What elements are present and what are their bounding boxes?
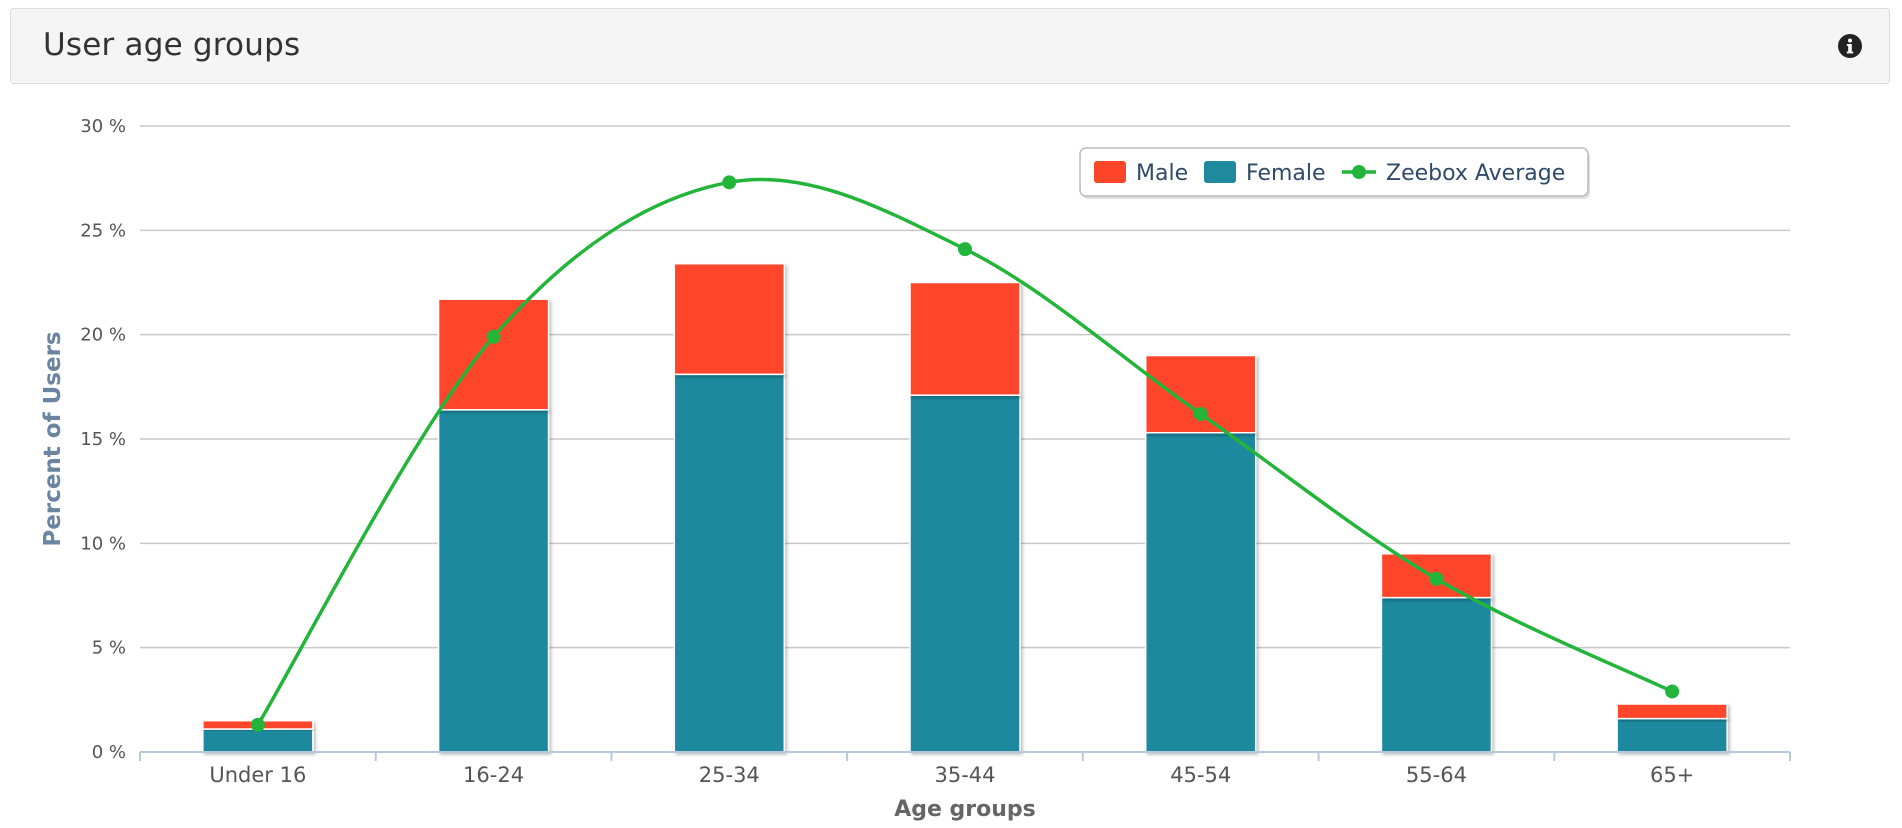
bar-male bbox=[437, 298, 550, 411]
info-icon[interactable] bbox=[1837, 33, 1863, 59]
panel-header: User age groups bbox=[10, 8, 1890, 84]
x-tick-label: 45-54 bbox=[1170, 763, 1231, 787]
legend-marker-female bbox=[1204, 161, 1236, 183]
legend-label: Female bbox=[1246, 161, 1326, 186]
average-point bbox=[958, 242, 972, 257]
legend-label: Zeebox Average bbox=[1386, 161, 1565, 186]
bar-male bbox=[909, 281, 1021, 396]
y-tick-label: 30 % bbox=[80, 116, 126, 137]
bar-male bbox=[1616, 703, 1728, 720]
bar-female bbox=[909, 394, 1021, 753]
bar-female bbox=[1144, 431, 1257, 753]
x-axis-title: Age groups bbox=[894, 797, 1036, 822]
legend-label: Male bbox=[1136, 161, 1188, 186]
legend-marker-male bbox=[1094, 161, 1126, 183]
x-tick-label: 16-24 bbox=[463, 763, 524, 787]
chart-container: 0 % 5 % 10 % 15 % 20 % 25 % 30 % Under 16 16-24 2… bbox=[0, 90, 1902, 824]
age-groups-chart: 0 % 5 % 10 % 15 % 20 % 25 % 30 % Under 16 16-24 2… bbox=[40, 116, 1791, 822]
bar-female bbox=[673, 373, 786, 753]
bar-female bbox=[202, 728, 314, 753]
y-tick-label: 0 % bbox=[92, 742, 126, 763]
legend-marker-average-dot bbox=[1352, 165, 1366, 179]
bar-female bbox=[437, 409, 550, 753]
average-point bbox=[1429, 571, 1444, 586]
x-tick-label: Under 16 bbox=[209, 763, 306, 787]
bar-female bbox=[1380, 596, 1493, 753]
y-tick-label: 15 % bbox=[80, 429, 126, 450]
average-point bbox=[1193, 406, 1208, 421]
x-tick-label: 25-34 bbox=[699, 763, 760, 787]
bar-male bbox=[1144, 354, 1257, 434]
average-line bbox=[250, 175, 1680, 732]
bar-male bbox=[673, 262, 786, 376]
average-point bbox=[486, 329, 501, 344]
legend[interactable]: Male Female Zeebox Average bbox=[1079, 147, 1590, 199]
average-point bbox=[1665, 684, 1680, 699]
average-point bbox=[722, 175, 737, 190]
y-tick-label: 5 % bbox=[92, 638, 126, 659]
panel-title: User age groups bbox=[43, 27, 301, 63]
y-axis-title: Percent of Users bbox=[40, 331, 66, 546]
x-tick-label: 55-64 bbox=[1406, 763, 1467, 787]
y-tick-label: 10 % bbox=[80, 533, 126, 554]
bars bbox=[202, 262, 1728, 753]
bar-female bbox=[1616, 717, 1728, 753]
axes: 0 % 5 % 10 % 15 % 20 % 25 % 30 % Under 16 16-24 2… bbox=[40, 116, 1791, 822]
x-tick-label: 65+ bbox=[1650, 763, 1694, 787]
legend-box bbox=[1079, 147, 1589, 197]
y-tick-label: 25 % bbox=[80, 220, 126, 241]
y-tick-label: 20 % bbox=[80, 325, 126, 346]
x-tick-label: 35-44 bbox=[934, 763, 995, 787]
average-point bbox=[250, 717, 265, 732]
